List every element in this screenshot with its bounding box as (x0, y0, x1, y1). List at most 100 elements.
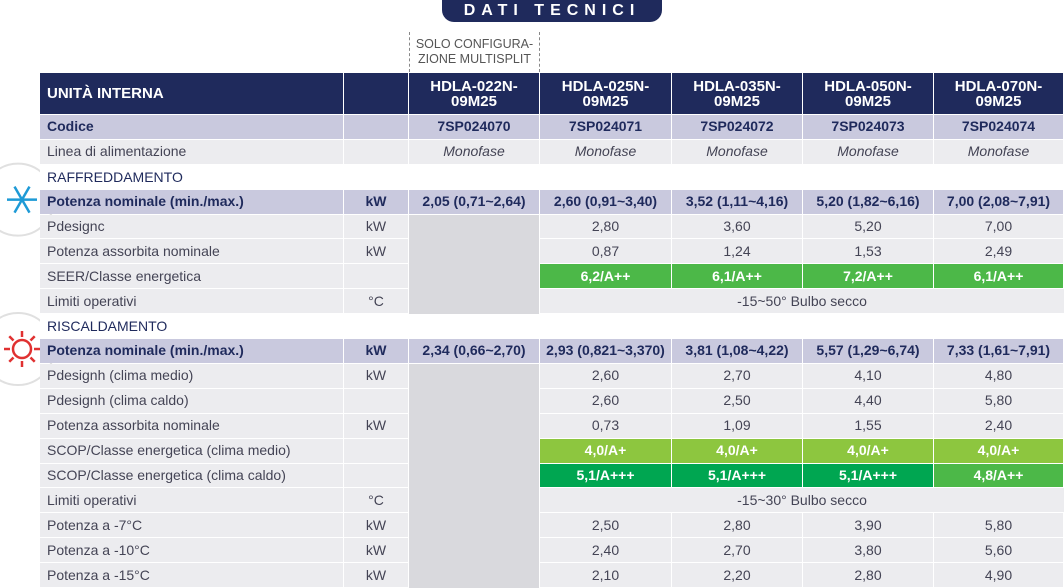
unit: °C (344, 488, 408, 513)
icon (13, 199, 24, 214)
blank (409, 463, 539, 489)
value: Monofase (409, 139, 539, 164)
row-label: Pdesignc (40, 214, 343, 239)
row-label: Potenza a -10°C (40, 538, 343, 563)
value: 6,1/A++ (934, 264, 1063, 289)
value: 5,60 (934, 538, 1063, 563)
value: -15~50° Bulbo secco (540, 289, 1064, 314)
value: 4,90 (934, 563, 1063, 587)
value: 3,80 (803, 538, 933, 563)
row-label: Potenza assorbita nominale (40, 413, 343, 438)
value: Monofase (672, 139, 802, 164)
row-label: Codice (40, 115, 343, 139)
value: 7,00 (2,08~7,91) (934, 189, 1063, 214)
value: 4,0/A+ (803, 438, 933, 463)
unit (344, 463, 408, 488)
row-label: Pdesignh (clima caldo) (40, 388, 343, 413)
section-title: RAFFREDDAMENTO (40, 164, 1064, 190)
blank (409, 513, 539, 539)
icon (20, 199, 31, 214)
value: 5,20 (1,82~6,16) (803, 189, 933, 214)
value: Monofase (934, 139, 1063, 164)
unit: kW (344, 538, 408, 563)
unit: kW (344, 363, 408, 388)
unit: kW (344, 413, 408, 438)
header-cell: HDLA-050N- 09M25 (803, 73, 933, 114)
value: 2,34 (0,66~2,70) (409, 339, 539, 363)
blank (409, 438, 539, 464)
value: 5,57 (1,29~6,74) (803, 339, 933, 363)
value: 4,40 (803, 388, 933, 413)
value: 5,1/A+++ (803, 463, 933, 488)
header-cell: HDLA-035N- 09M25 (672, 73, 802, 114)
unit (344, 264, 408, 289)
unit (344, 438, 408, 463)
value: 7SP024070 (409, 115, 539, 139)
section-title: RISCALDAMENTO (40, 314, 1064, 340)
unit: kW (344, 563, 408, 587)
icon (13, 186, 24, 201)
icon (29, 335, 36, 342)
value: Monofase (803, 139, 933, 164)
value: 4,80 (934, 363, 1063, 388)
icon (8, 356, 15, 363)
row-label: SCOP/Classe energetica (clima medio) (40, 438, 343, 463)
value: 6,2/A++ (540, 264, 671, 289)
row-label: Limiti operativi (40, 289, 343, 314)
row-label: Potenza assorbita nominale (40, 239, 343, 264)
value: 0,87 (540, 239, 671, 264)
value: 3,90 (803, 513, 933, 538)
value: 4,0/A+ (934, 438, 1063, 463)
value: 2,93 (0,821~3,370) (540, 339, 671, 363)
value: 7,00 (934, 214, 1063, 239)
value: 3,52 (1,11~4,16) (672, 189, 802, 214)
unit (344, 115, 408, 139)
row-label: SEER/Classe energetica (40, 264, 343, 289)
blank (409, 413, 539, 439)
value: 1,55 (803, 413, 933, 438)
header-cell: HDLA-022N- 09M25 (409, 73, 539, 114)
icon (11, 338, 33, 360)
value: 2,70 (672, 538, 802, 563)
blank (409, 264, 539, 290)
row-label: Potenza nominale (min./max.) (40, 339, 343, 363)
value: 2,49 (934, 239, 1063, 264)
value: 2,80 (540, 214, 671, 239)
icon (20, 186, 31, 201)
header-cell: UNITÀ INTERNA (40, 73, 343, 114)
unit: kW (344, 189, 408, 214)
value: 2,50 (672, 388, 802, 413)
header-cell (344, 73, 408, 114)
value: Monofase (540, 139, 671, 164)
value: 7SP024074 (934, 115, 1063, 139)
unit (344, 139, 408, 164)
value: 2,80 (672, 513, 802, 538)
value: 7,2/A++ (803, 264, 933, 289)
unit: °C (344, 289, 408, 314)
value: 2,60 (540, 388, 671, 413)
blank (409, 214, 539, 240)
value: 4,10 (803, 363, 933, 388)
value: 5,80 (934, 388, 1063, 413)
value: 1,53 (803, 239, 933, 264)
value: 5,20 (803, 214, 933, 239)
row-label: Pdesignh (clima medio) (40, 363, 343, 388)
value: 1,09 (672, 413, 802, 438)
value: 7,33 (1,61~7,91) (934, 339, 1063, 363)
row-label: Potenza a -15°C (40, 563, 343, 587)
value: 4,8/A++ (934, 463, 1063, 488)
value: 2,70 (672, 363, 802, 388)
value: 5,1/A+++ (672, 463, 802, 488)
icon (8, 335, 15, 342)
value: 2,40 (934, 413, 1063, 438)
row-label: SCOP/Classe energetica (clima caldo) (40, 463, 343, 488)
row-label: Linea di alimentazione (40, 139, 343, 164)
value: 5,1/A+++ (540, 463, 671, 488)
value: 1,24 (672, 239, 802, 264)
title: DATI TECNICI (442, 0, 662, 22)
value: 2,80 (803, 563, 933, 587)
value: 7SP024072 (672, 115, 802, 139)
note: SOLO CONFIGURA- ZIONE MULTISPLIT (409, 32, 540, 72)
value: 4,0/A+ (672, 438, 802, 463)
